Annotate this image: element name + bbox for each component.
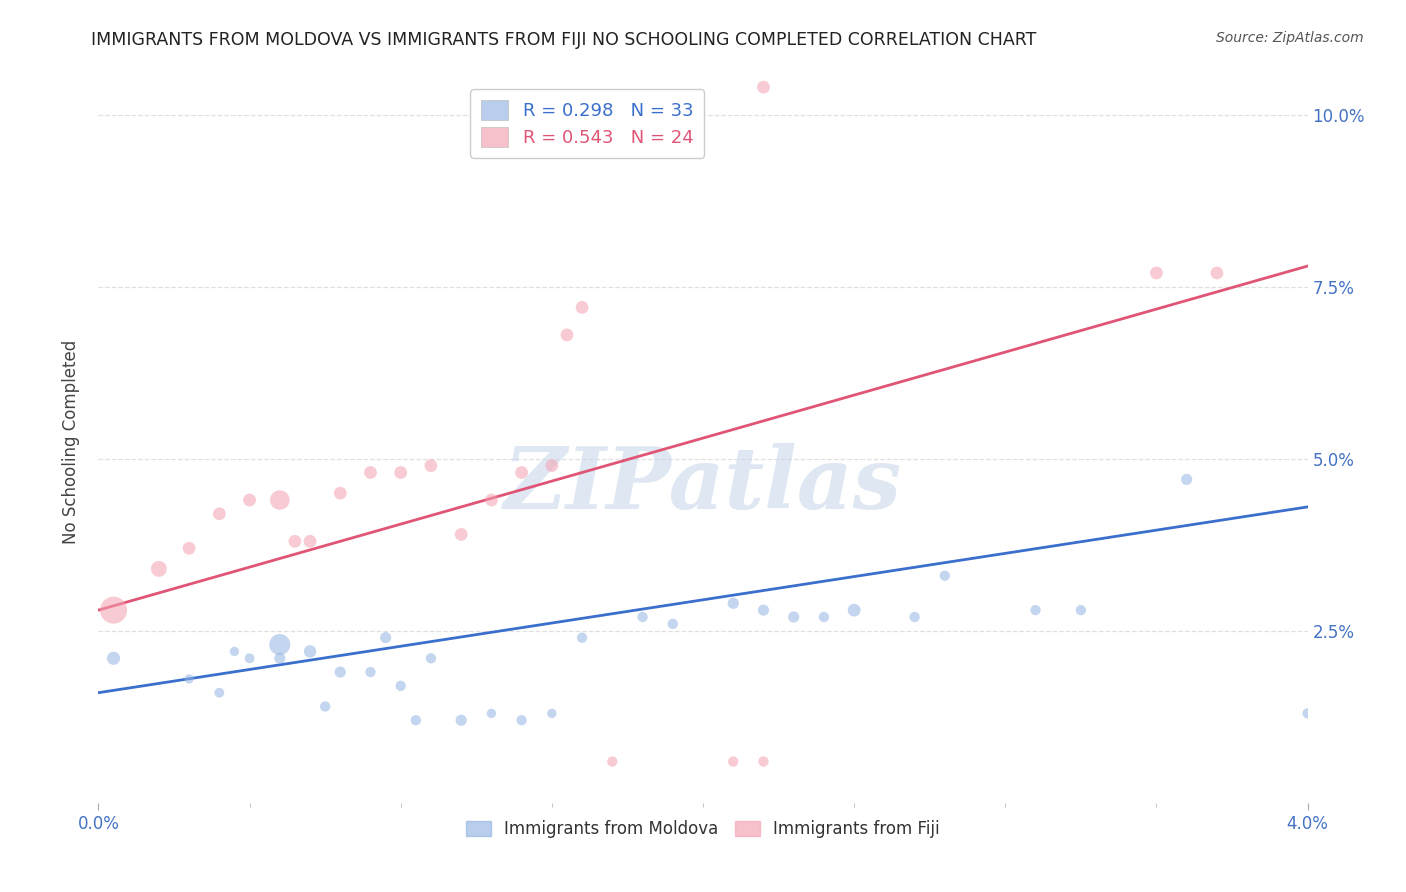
- Point: [510, 466, 533, 480]
- Point: [450, 713, 472, 727]
- Point: [299, 534, 322, 549]
- Point: [269, 493, 291, 508]
- Point: [224, 644, 246, 658]
- Text: IMMIGRANTS FROM MOLDOVA VS IMMIGRANTS FROM FIJI NO SCHOOLING COMPLETED CORRELATI: IMMIGRANTS FROM MOLDOVA VS IMMIGRANTS FR…: [91, 31, 1036, 49]
- Point: [179, 672, 201, 686]
- Point: [1146, 266, 1168, 280]
- Point: [450, 527, 472, 541]
- Point: [540, 706, 562, 721]
- Point: [1206, 266, 1229, 280]
- Point: [389, 679, 412, 693]
- Point: [360, 466, 382, 480]
- Point: [723, 755, 745, 769]
- Point: [783, 610, 806, 624]
- Point: [752, 755, 775, 769]
- Point: [540, 458, 562, 473]
- Point: [374, 631, 396, 645]
- Point: [269, 638, 291, 652]
- Point: [1025, 603, 1047, 617]
- Point: [360, 665, 382, 679]
- Point: [1070, 603, 1092, 617]
- Point: [208, 686, 231, 700]
- Point: [555, 327, 578, 342]
- Point: [420, 651, 443, 665]
- Point: [329, 665, 352, 679]
- Point: [481, 493, 503, 508]
- Point: [602, 755, 624, 769]
- Point: [314, 699, 336, 714]
- Point: [103, 603, 125, 617]
- Point: [661, 616, 683, 631]
- Text: ZIPatlas: ZIPatlas: [503, 443, 903, 526]
- Point: [844, 603, 866, 617]
- Point: [934, 568, 956, 582]
- Point: [510, 713, 533, 727]
- Point: [389, 466, 412, 480]
- Point: [239, 493, 262, 508]
- Point: [752, 80, 775, 95]
- Point: [904, 610, 927, 624]
- Point: [239, 651, 262, 665]
- Point: [284, 534, 307, 549]
- Point: [631, 610, 654, 624]
- Y-axis label: No Schooling Completed: No Schooling Completed: [62, 340, 80, 543]
- Point: [481, 706, 503, 721]
- Point: [148, 562, 170, 576]
- Point: [1296, 706, 1319, 721]
- Point: [752, 603, 775, 617]
- Point: [179, 541, 201, 556]
- Legend: Immigrants from Moldova, Immigrants from Fiji: Immigrants from Moldova, Immigrants from…: [460, 814, 946, 845]
- Point: [299, 644, 322, 658]
- Point: [571, 631, 593, 645]
- Text: Source: ZipAtlas.com: Source: ZipAtlas.com: [1216, 31, 1364, 45]
- Point: [269, 651, 291, 665]
- Point: [405, 713, 427, 727]
- Point: [329, 486, 352, 500]
- Point: [571, 301, 593, 315]
- Point: [1175, 472, 1198, 486]
- Point: [103, 651, 125, 665]
- Point: [420, 458, 443, 473]
- Point: [208, 507, 231, 521]
- Point: [813, 610, 835, 624]
- Point: [723, 596, 745, 610]
